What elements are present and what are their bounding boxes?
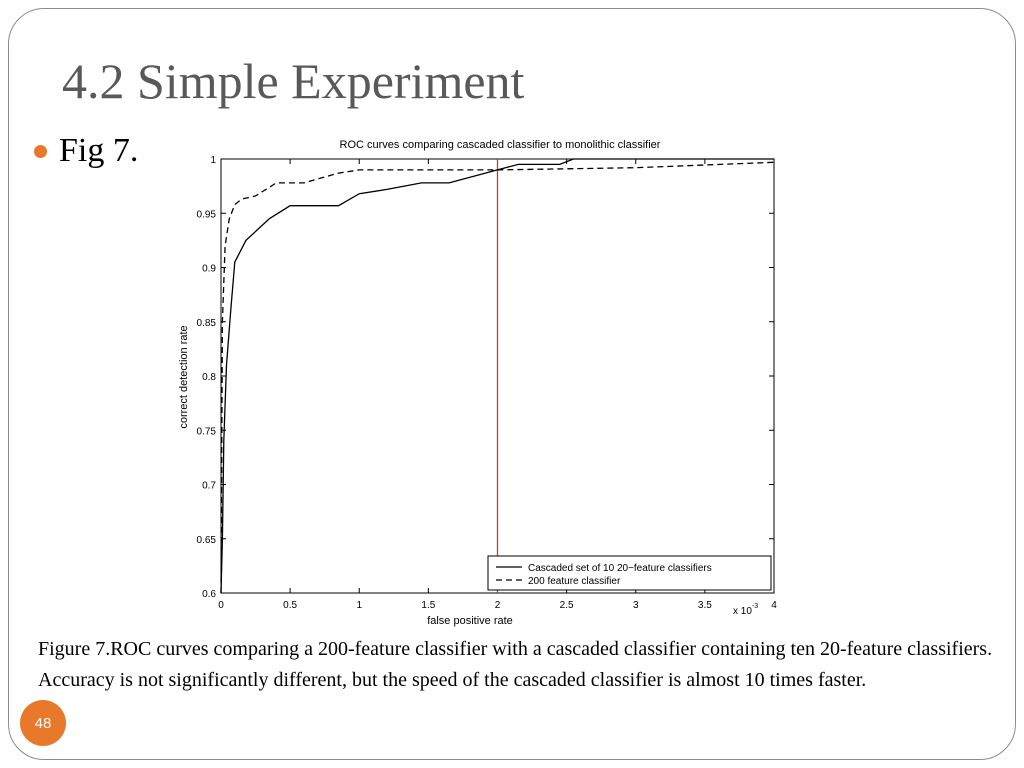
y-axis-label: correct detection rate [178,325,190,428]
y-tick-label: 0.6 [202,589,216,600]
y-tick-label: 0.85 [197,318,217,329]
x-tick-label: 2 [495,600,501,611]
slide-title: 4.2 Simple Experiment [62,53,525,109]
x-axis-label: false positive rate [427,615,513,627]
y-tick-label: 1 [210,155,216,166]
x-multiplier-label: x 10-3 [733,603,758,617]
legend-label-1: Cascaded set of 10 20−feature classifier… [528,563,712,574]
y-tick-label: 0.95 [197,209,217,220]
roc-chart: ROC curves comparing cascaded classifier… [178,139,778,627]
legend-box [487,555,772,591]
plot-area: 0 0.5 1 1.5 2 2.5 3 3.5 4 0.6 0.65 0.7 0.75 0.8 0.85 0.… [197,155,778,611]
x-tick-label: 1 [356,600,362,611]
x-tick-label: 0.5 [283,600,297,611]
x-multiplier-base: x 10 [733,606,752,617]
x-tick-label: 1.5 [421,600,435,611]
figure-caption: Figure 7.ROC curves comparing a 200-feat… [38,638,993,691]
bullet-text: Fig 7. [59,132,139,169]
y-tick-label: 0.9 [202,264,216,275]
y-tick-label: 0.65 [197,535,217,546]
series-line-1 [220,158,774,594]
x-tick-label: 4 [771,600,777,611]
chart-title: ROC curves comparing cascaded classifier… [340,139,661,151]
y-tick-label: 0.7 [202,481,216,492]
slide-number-badge: 48 [20,700,66,746]
series-line-2 [220,161,775,594]
x-tick-label: 0 [218,600,224,611]
x-tick-label: 2.5 [560,600,574,611]
x-tick-label: 3.5 [698,600,712,611]
bullet-item: Fig 7. [34,132,138,170]
x-multiplier-exponent: -3 [752,603,758,610]
bullet-dot-icon [34,144,47,158]
x-tick-label: 3 [633,600,639,611]
y-tick-label: 0.8 [202,372,216,383]
y-tick-label: 0.75 [197,426,217,437]
legend-label-2: 200 feature classifier [528,576,621,587]
